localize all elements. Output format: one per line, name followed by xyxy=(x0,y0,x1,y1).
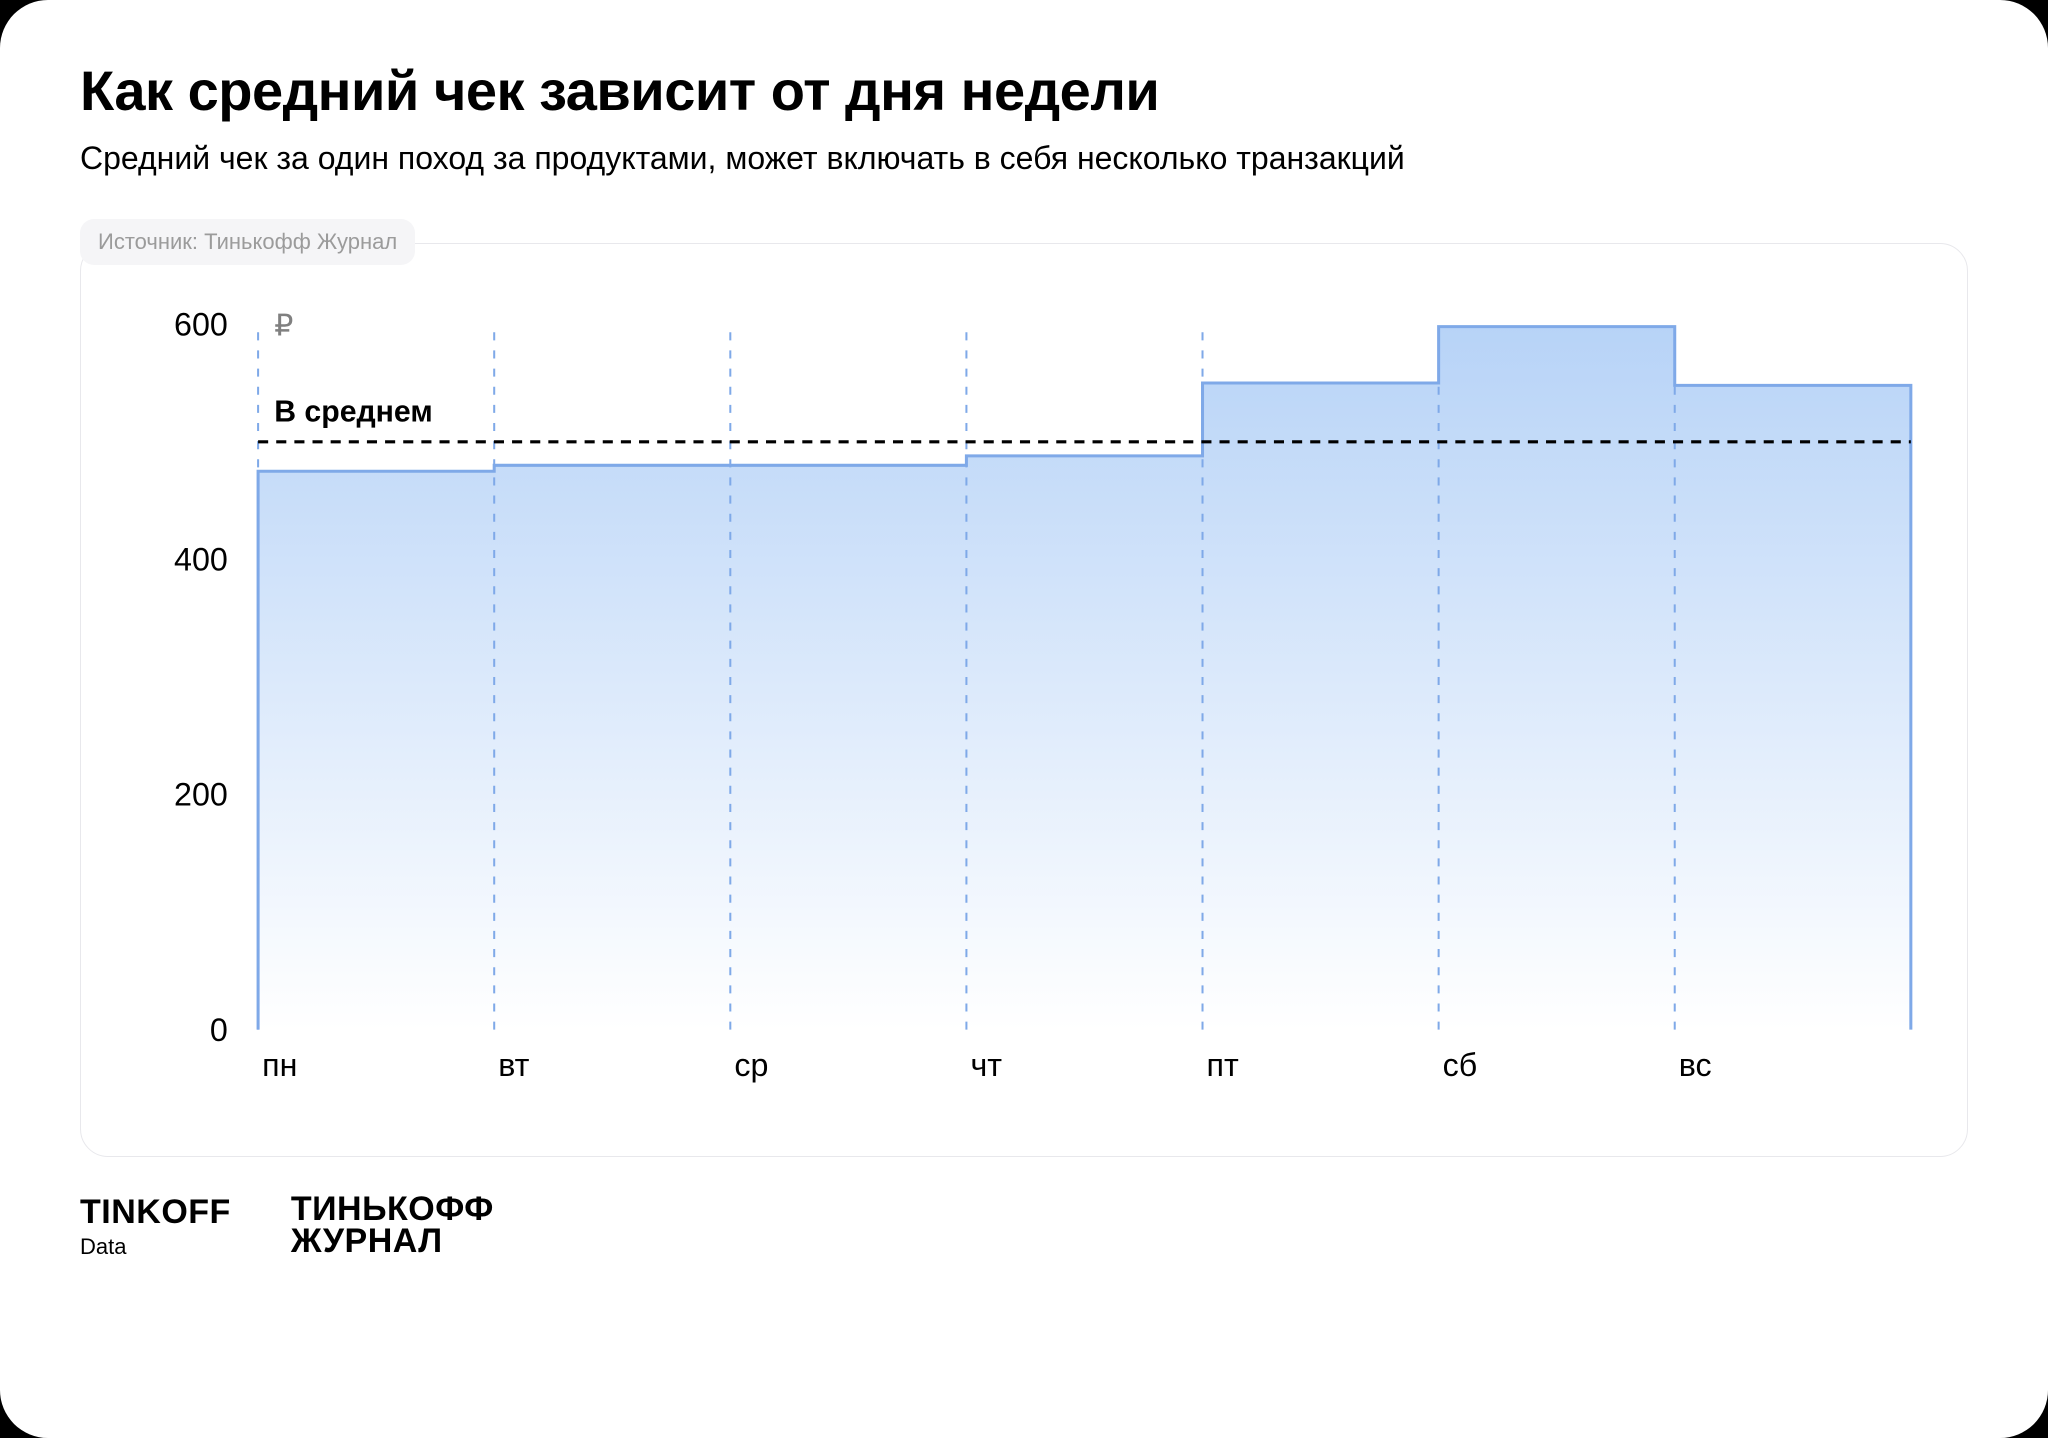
x-category-label: пт xyxy=(1207,1047,1239,1083)
step-area-chart: 0 200 400 600 ₽ В среднем пн вт ср чт пт сб вс xyxy=(117,294,1931,1120)
logo-journal-line2: ЖУРНАЛ xyxy=(291,1225,494,1257)
currency-symbol: ₽ xyxy=(274,309,293,342)
average-label: В среднем xyxy=(274,395,433,428)
source-badge: Источник: Тинькофф Журнал xyxy=(80,219,415,265)
area-fill xyxy=(258,326,1911,1029)
logo-journal-line1: ТИНЬКОФФ xyxy=(291,1193,494,1225)
logo-tinkoff-text: TINKOFF xyxy=(80,1193,231,1232)
chart-title: Как средний чек зависит от дня недели xyxy=(80,60,1968,122)
tinkoff-journal-logo: ТИНЬКОФФ ЖУРНАЛ xyxy=(291,1193,494,1258)
x-category-label: вс xyxy=(1679,1047,1712,1083)
x-category-label: ср xyxy=(734,1047,768,1083)
y-tick-label: 400 xyxy=(174,541,228,577)
footer-logos: TINKOFF Data ТИНЬКОФФ ЖУРНАЛ xyxy=(80,1193,1968,1260)
logo-data-text: Data xyxy=(80,1234,231,1260)
x-category-label: вт xyxy=(498,1047,529,1083)
chart-card: Как средний чек зависит от дня недели Ср… xyxy=(0,0,2048,1438)
x-category-label: пн xyxy=(262,1047,297,1083)
x-category-label: чт xyxy=(970,1047,1002,1083)
y-tick-label: 0 xyxy=(210,1011,228,1047)
x-category-label: сб xyxy=(1443,1047,1478,1083)
y-tick-label: 600 xyxy=(174,306,228,342)
chart-panel: 0 200 400 600 ₽ В среднем пн вт ср чт пт сб вс xyxy=(80,243,1968,1157)
tinkoff-data-logo: TINKOFF Data xyxy=(80,1193,231,1260)
chart-subtitle: Средний чек за один поход за продуктами,… xyxy=(80,140,1968,177)
y-tick-label: 200 xyxy=(174,776,228,812)
